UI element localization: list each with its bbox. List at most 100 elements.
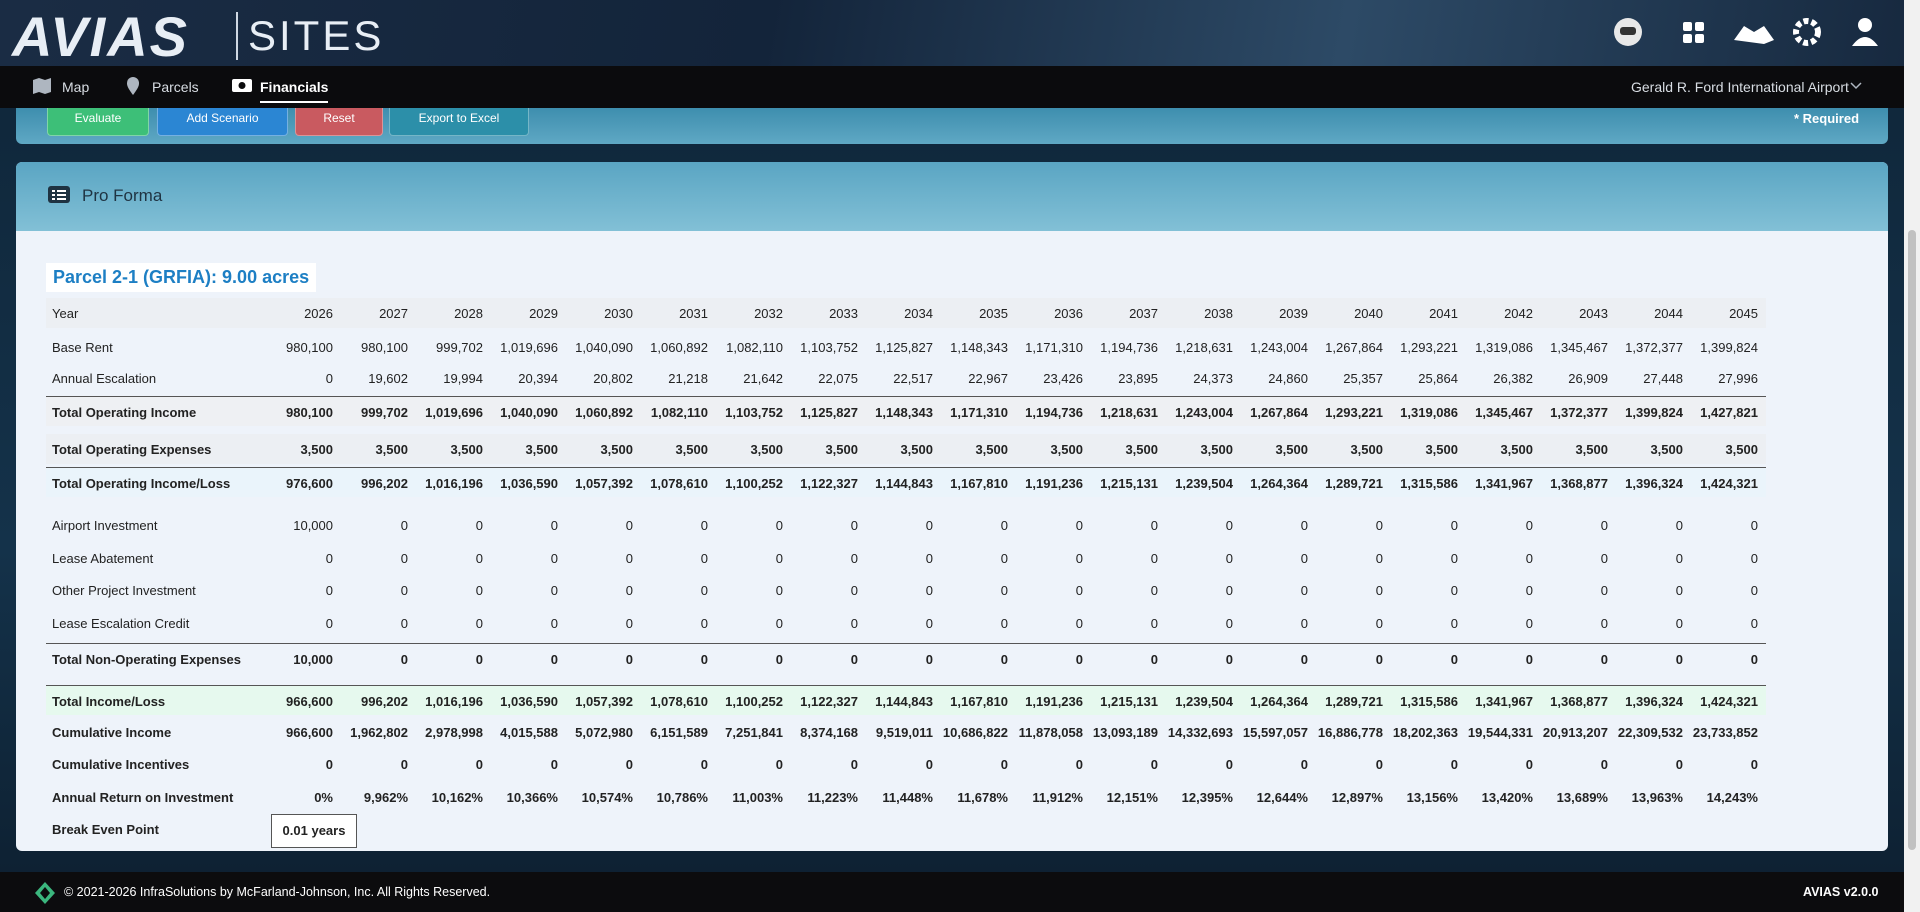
value-cell: 3,500 — [1275, 442, 1308, 457]
value-cell: 0 — [1000, 551, 1008, 566]
value-cell: 1,264,364 — [1250, 476, 1308, 491]
table-row: Total Income/Loss 966,600 996,202 1,016,196… — [46, 685, 1766, 715]
value-cell: 0 — [700, 652, 708, 667]
value-cell: 0 — [700, 518, 708, 533]
row-label: Total Income/Loss — [52, 694, 166, 709]
value-cell: 11,223% — [807, 790, 858, 805]
footer: © 2021-2026 InfraSolutions by McFarland-… — [0, 872, 1904, 912]
pro-forma-table: Year 2026 2027 2028 2029 2030 2031 2032 2033 2034… — [16, 162, 1888, 851]
value-cell: 0 — [1375, 757, 1383, 772]
value-cell: 0 — [1525, 616, 1533, 631]
value-cell: 966,600 — [286, 694, 333, 709]
value-cell: 19,544,331 — [1467, 725, 1533, 740]
value-cell: 1,167,810 — [950, 476, 1008, 491]
value-cell: 1,148,343 — [875, 405, 933, 420]
value-cell: 1,319,086 — [1475, 340, 1533, 355]
year-cell: 2042 — [1504, 306, 1533, 321]
card-header: Pro Forma — [16, 162, 1888, 231]
scrollbar[interactable] — [1904, 0, 1920, 912]
year-cell: 2028 — [454, 306, 483, 321]
nav-item-active[interactable]: Financials — [260, 79, 329, 103]
row-label: Other Project Investment — [52, 583, 196, 598]
value-cell: 3,500 — [675, 442, 708, 457]
value-cell: 0 — [1525, 518, 1533, 533]
value-cell: 0 — [1375, 652, 1383, 667]
value-cell: 3,500 — [1125, 442, 1158, 457]
value-cell: 0 — [1750, 757, 1758, 772]
row-label: Break Even Point — [52, 822, 159, 837]
financials-icon — [232, 79, 252, 92]
scroll-thumb[interactable] — [1908, 230, 1916, 850]
value-cell: 0 — [475, 583, 483, 598]
value-cell: 0 — [400, 518, 408, 533]
row-label: Lease Escalation Credit — [52, 616, 190, 631]
reset-button[interactable]: Reset — [295, 108, 383, 136]
value-cell: 9,962% — [363, 790, 408, 805]
apps-icon[interactable] — [1683, 22, 1704, 43]
logo[interactable]: AVIAS — [12, 5, 189, 68]
export-button[interactable]: Export to Excel — [389, 108, 529, 136]
value-cell: 1,100,252 — [725, 476, 783, 491]
value-cell: 0 — [1075, 518, 1083, 533]
parcel-title: Parcel 2-1 (GRFIA): 9.00 acres — [46, 263, 317, 292]
value-cell: 3,500 — [375, 442, 408, 457]
value-cell: 0 — [1525, 551, 1533, 566]
value-cell: 1,267,864 — [1325, 340, 1383, 355]
value-cell: 13,963% — [1631, 790, 1683, 805]
value-cell: 11,678% — [957, 790, 1008, 805]
partners-icon[interactable] — [1734, 26, 1774, 44]
year-cell: 2027 — [379, 306, 408, 321]
user-icon[interactable] — [1858, 18, 1872, 32]
card-title: Pro Forma — [82, 186, 163, 205]
parcel-icon — [127, 77, 139, 95]
assistant-visor — [1620, 27, 1636, 35]
value-cell: 0 — [1675, 616, 1683, 631]
value-cell: 1,171,310 — [950, 405, 1008, 420]
value-cell: 0 — [475, 652, 483, 667]
value-cell: 0 — [400, 652, 408, 667]
value-cell: 0 — [1000, 757, 1008, 772]
nav-item[interactable]: Parcels — [152, 79, 199, 95]
year-cell: 2040 — [1354, 306, 1383, 321]
value-cell: 0 — [925, 518, 933, 533]
year-cell: 2034 — [904, 306, 933, 321]
map-icon — [33, 78, 51, 94]
value-cell: 0 — [925, 551, 933, 566]
value-cell: 0 — [1675, 583, 1683, 598]
value-cell: 0 — [700, 757, 708, 772]
value-cell: 1,060,892 — [575, 405, 633, 420]
value-cell: 0 — [400, 583, 408, 598]
value-cell: 16,886,778 — [1317, 725, 1383, 740]
value-cell: 3,500 — [1350, 442, 1383, 457]
evaluate-button[interactable]: Evaluate — [47, 108, 149, 136]
value-cell: 8,374,168 — [800, 725, 858, 740]
value-cell: 0 — [1000, 518, 1008, 533]
value-cell: 0 — [625, 757, 633, 772]
value-cell: 1,289,721 — [1325, 476, 1383, 491]
value-cell: 0 — [325, 551, 333, 566]
value-cell: 1,218,631 — [1100, 405, 1158, 420]
value-cell: 0 — [550, 757, 558, 772]
value-cell: 19,994 — [443, 371, 483, 386]
value-cell: 999,702 — [436, 340, 483, 355]
value-cell: 1,122,327 — [800, 694, 858, 709]
value-cell: 21,218 — [668, 371, 708, 386]
value-cell: 25,864 — [1418, 371, 1458, 386]
value-cell: 20,802 — [593, 371, 633, 386]
value-cell: 22,517 — [893, 371, 933, 386]
row-label: Total Non-Operating Expenses — [52, 652, 242, 667]
settings-icon[interactable] — [1793, 18, 1821, 46]
value-cell: 3,500 — [1725, 442, 1758, 457]
value-cell: 22,967 — [968, 371, 1008, 386]
value-cell: 1,264,364 — [1250, 694, 1308, 709]
value-cell: 0 — [1450, 551, 1458, 566]
value-cell: 1,082,110 — [650, 405, 708, 420]
airport-select[interactable]: Gerald R. Ford International Airport — [1631, 79, 1849, 95]
add-scenario-button[interactable]: Add Scenario — [157, 108, 288, 136]
row-label: Cumulative Incentives — [52, 757, 190, 772]
value-cell: 0 — [1300, 518, 1308, 533]
value-cell: 6,151,589 — [650, 725, 708, 740]
header-icons[interactable] — [1600, 12, 1890, 52]
nav-item[interactable]: Map — [62, 79, 90, 95]
required-note: * Required — [1794, 111, 1860, 126]
